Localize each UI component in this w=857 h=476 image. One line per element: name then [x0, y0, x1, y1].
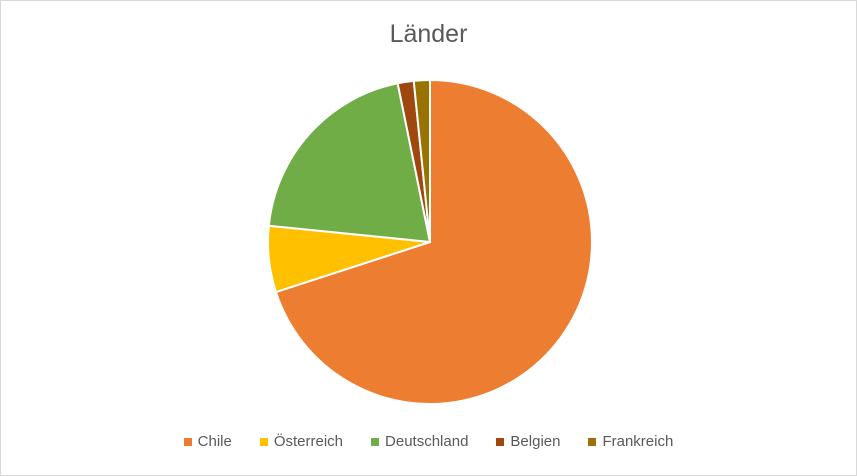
legend-item-deutschland: Deutschland — [371, 433, 468, 450]
legend-swatch — [496, 437, 505, 446]
legend: Chile Österreich Deutschland Belgien Frankre… — [1, 433, 856, 450]
legend-swatch — [183, 437, 192, 446]
legend-item-chile: Chile — [183, 433, 232, 450]
legend-swatch — [259, 437, 268, 446]
pie-slice-frankreich — [412, 79, 431, 243]
legend-label: Deutschland — [385, 433, 469, 450]
legend-label: Österreich — [273, 433, 344, 450]
chart-title: Länder — [389, 20, 468, 48]
legend-swatch — [371, 437, 380, 446]
legend-label: Belgien — [510, 433, 561, 450]
legend-label: Frankreich — [602, 433, 674, 450]
legend-item-frankreich: Frankreich — [588, 433, 673, 450]
legend-swatch — [588, 437, 597, 446]
pie-slice-deutschland — [267, 82, 431, 243]
pie-slice-chile — [274, 79, 593, 405]
legend-label: Chile — [197, 433, 232, 450]
legend-item-belgien: Belgien — [496, 433, 560, 450]
legend-item-oesterreich: Österreich — [259, 433, 344, 450]
